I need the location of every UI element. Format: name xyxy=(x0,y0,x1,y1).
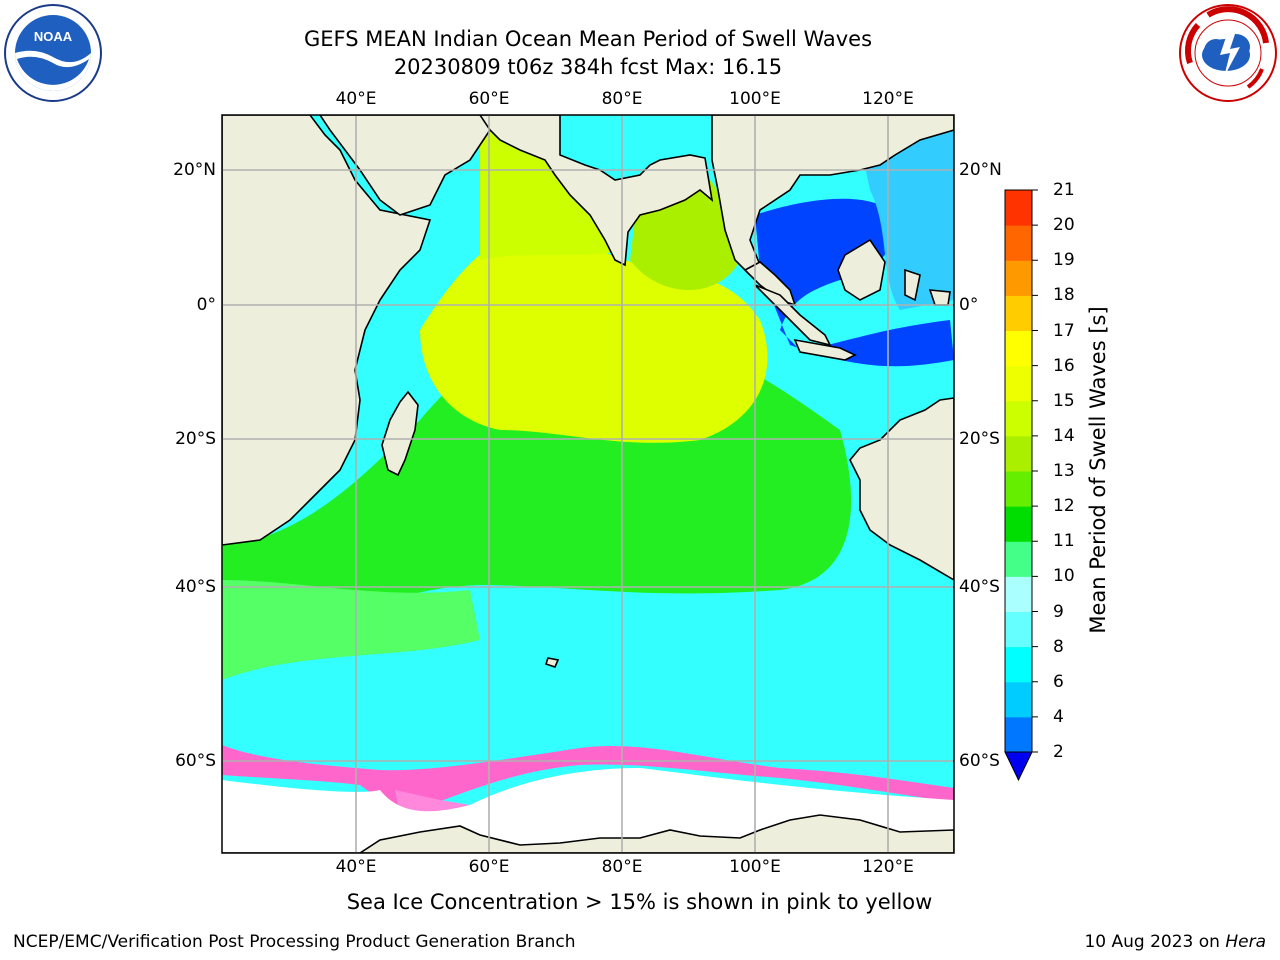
colorbar-segment xyxy=(1005,506,1032,542)
nws-logo xyxy=(1179,4,1277,102)
date-text: 10 Aug 2023 on xyxy=(1084,932,1220,952)
colorbar-segment xyxy=(1005,716,1032,753)
colorbar-tick-label: 19 xyxy=(1053,250,1075,271)
colorbar-extend-min xyxy=(1004,751,1033,782)
noaa-logo: NOAA xyxy=(4,4,102,102)
colorbar-segment xyxy=(1005,330,1032,367)
colorbar-segment xyxy=(1005,190,1032,226)
lon-label-top: 80°E xyxy=(601,89,643,109)
generation-date: 10 Aug 2023 on Hera xyxy=(1084,932,1266,952)
lat-label-left: 40°S xyxy=(175,577,216,597)
lon-label-bottom: 40°E xyxy=(335,857,377,877)
colorbar-segment xyxy=(1005,400,1032,437)
lon-label-top: 100°E xyxy=(729,89,781,109)
lat-label-right: 20°N xyxy=(959,160,1002,180)
map-title: GEFS MEAN Indian Ocean Mean Period of Sw… xyxy=(303,27,873,51)
lon-label-bottom: 120°E xyxy=(862,857,914,877)
sea-ice-note: Sea Ice Concentration > 15% is shown in … xyxy=(346,890,933,914)
lat-label-left: 60°S xyxy=(175,751,216,771)
colorbar-tick-label: 21 xyxy=(1053,180,1075,200)
colorbar-tick-label: 17 xyxy=(1053,320,1075,341)
lon-label-bottom: 80°E xyxy=(601,857,643,877)
colorbar-tick-label: 4 xyxy=(1053,706,1064,727)
colorbar-tick-label: 10 xyxy=(1053,566,1075,587)
producer-credit: NCEP/EMC/Verification Post Processing Pr… xyxy=(13,932,576,952)
southern-green-patch xyxy=(222,580,480,680)
west-pacific-region xyxy=(855,120,954,310)
colorbar-segment xyxy=(1005,681,1032,718)
land-masses xyxy=(222,115,954,853)
colorbar-segment xyxy=(1005,576,1032,612)
colorbar-segment xyxy=(1005,225,1032,261)
lon-label-bottom: 100°E xyxy=(729,857,781,877)
lat-label-left: 0° xyxy=(196,295,216,315)
colorbar-tick-label: 2 xyxy=(1053,742,1064,762)
lon-label-top: 120°E xyxy=(862,89,914,109)
colorbar-segment xyxy=(1005,611,1032,648)
colorbar-segment xyxy=(1005,541,1032,577)
lat-label-left: 20°S xyxy=(175,429,216,449)
indonesian-seas-short-period xyxy=(755,198,954,367)
lon-label-top: 60°E xyxy=(468,89,510,109)
colorbar-segment xyxy=(1005,646,1032,683)
colorbar-tick-label: 13 xyxy=(1053,461,1075,481)
graticule xyxy=(222,115,954,853)
map-frame xyxy=(221,114,955,854)
lat-label-left: 20°N xyxy=(173,160,216,180)
colorbar-segment xyxy=(1005,435,1032,472)
colorbar-segment xyxy=(1005,471,1032,507)
noaa-logo-text: NOAA xyxy=(34,29,73,44)
machine-name: Hera xyxy=(1225,932,1266,952)
colorbar-tick-label: 8 xyxy=(1053,636,1064,657)
colorbar-segment xyxy=(1005,295,1032,331)
lat-label-right: 40°S xyxy=(959,577,1000,597)
colorbar-tick-label: 9 xyxy=(1053,601,1064,622)
lon-label-top: 40°E xyxy=(335,89,377,109)
map-subtitle: 20230809 t06z 384h fcst Max: 16.15 xyxy=(393,55,783,79)
colorbar xyxy=(1004,189,1038,782)
colorbar-tick-label: 18 xyxy=(1053,285,1075,306)
colorbar-tick-label: 6 xyxy=(1053,671,1064,692)
colorbar-tick-label: 16 xyxy=(1053,355,1075,376)
colorbar-label: Mean Period of Swell Waves [s] xyxy=(1086,306,1110,634)
colorbar-segment xyxy=(1005,260,1032,296)
colorbar-tick-label: 11 xyxy=(1053,531,1075,552)
colorbar-tick-label: 15 xyxy=(1053,390,1075,411)
colorbar-tick-label: 12 xyxy=(1053,496,1075,517)
lon-label-bottom: 60°E xyxy=(468,857,510,877)
colorbar-tick-label: 14 xyxy=(1053,425,1075,446)
lat-label-right: 0° xyxy=(959,295,979,315)
colorbar-segment xyxy=(1005,365,1032,402)
colorbar-tick-label: 20 xyxy=(1053,215,1075,236)
lat-label-right: 20°S xyxy=(959,429,1000,449)
arabian-sea-region xyxy=(480,130,625,260)
lat-label-right: 60°S xyxy=(959,751,1000,771)
